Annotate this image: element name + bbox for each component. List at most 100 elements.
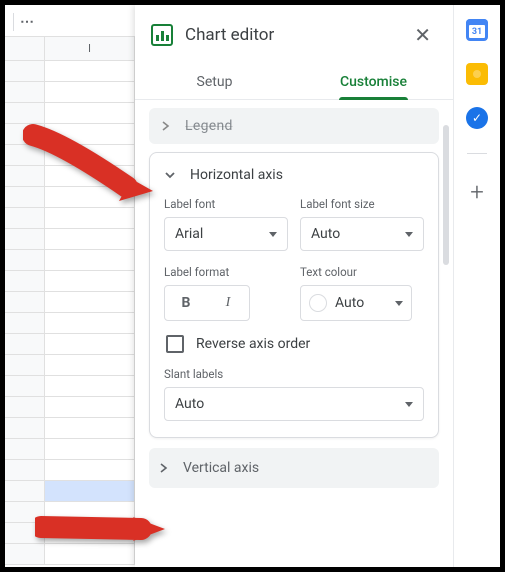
cell[interactable] [45, 61, 135, 81]
reverse-axis-row[interactable]: Reverse axis order [166, 335, 424, 353]
toolbar-fragment: ⋯ [5, 5, 135, 37]
cell[interactable] [45, 271, 135, 291]
grid-row[interactable] [5, 271, 135, 292]
label-font-label: Label font [164, 197, 288, 211]
grid-row[interactable] [5, 439, 135, 460]
tab-customise[interactable]: Customise [294, 63, 453, 99]
row-header[interactable] [5, 439, 45, 459]
grid-row[interactable] [5, 355, 135, 376]
grid-row[interactable] [5, 82, 135, 103]
chevron-right-icon [161, 121, 171, 131]
chevron-right-icon [159, 463, 169, 473]
caret-icon [269, 232, 277, 237]
grid-row[interactable] [5, 103, 135, 124]
calendar-icon[interactable]: 31 [466, 19, 488, 41]
row-header[interactable] [5, 313, 45, 333]
grid-row[interactable] [5, 292, 135, 313]
side-panel-rail: 31 + [453, 5, 500, 567]
panel-body: Legend Horizontal axis Label font Arial [135, 100, 453, 567]
horizontal-axis-title: Horizontal axis [190, 167, 283, 183]
row-header[interactable] [5, 61, 45, 81]
annotation-arrow-top [23, 123, 153, 203]
bold-button[interactable]: B [165, 286, 207, 320]
reverse-axis-checkbox[interactable] [166, 335, 184, 353]
annotation-arrow-bottom [35, 497, 165, 557]
row-header[interactable] [5, 460, 45, 480]
row-header[interactable] [5, 418, 45, 438]
column-header[interactable]: I [45, 37, 135, 60]
grid-row[interactable] [5, 418, 135, 439]
cell[interactable] [45, 460, 135, 480]
text-colour-select[interactable]: Auto [300, 285, 412, 321]
cell[interactable] [45, 313, 135, 333]
cell[interactable] [45, 397, 135, 417]
cell[interactable] [45, 292, 135, 312]
tasks-icon[interactable] [466, 107, 488, 129]
italic-button[interactable]: I [207, 286, 249, 320]
cell[interactable] [45, 418, 135, 438]
cell[interactable] [45, 229, 135, 249]
caret-icon [405, 402, 413, 407]
cell[interactable] [45, 103, 135, 123]
keep-icon[interactable] [466, 63, 488, 85]
grid-row[interactable] [5, 397, 135, 418]
label-font-size-field: Label font size Auto [300, 197, 424, 251]
label-font-value: Arial [175, 226, 203, 242]
column-header-row: I [5, 37, 135, 61]
row-header[interactable] [5, 208, 45, 228]
row-header[interactable] [5, 82, 45, 102]
label-font-size-select[interactable]: Auto [300, 217, 424, 251]
vertical-axis-label: Vertical axis [183, 460, 259, 476]
text-colour-field: Text colour Auto [300, 265, 424, 321]
grid-row[interactable] [5, 334, 135, 355]
slant-labels-select[interactable]: Auto [164, 387, 424, 421]
row-header[interactable] [5, 229, 45, 249]
scrollbar-thumb[interactable] [443, 125, 449, 265]
cell[interactable] [45, 250, 135, 270]
toolbar-separator [13, 13, 14, 31]
close-button[interactable]: ✕ [408, 19, 437, 51]
grid-row[interactable] [5, 460, 135, 481]
label-font-size-value: Auto [311, 226, 340, 242]
row-header[interactable] [5, 376, 45, 396]
caret-icon [395, 301, 403, 306]
label-format-field: Label format B I [164, 265, 288, 321]
cell[interactable] [45, 439, 135, 459]
grid-row[interactable] [5, 208, 135, 229]
label-font-select[interactable]: Arial [164, 217, 288, 251]
legend-label: Legend [185, 118, 233, 134]
grid-row[interactable] [5, 229, 135, 250]
horizontal-axis-header[interactable]: Horizontal axis [164, 167, 424, 183]
reverse-axis-label: Reverse axis order [196, 336, 310, 352]
horizontal-axis-card: Horizontal axis Label font Arial Label f… [149, 152, 439, 438]
row-header[interactable] [5, 355, 45, 375]
tab-setup[interactable]: Setup [135, 63, 294, 99]
add-addon-button[interactable]: + [470, 178, 484, 206]
cell[interactable] [45, 355, 135, 375]
row-header[interactable] [5, 271, 45, 291]
row-header[interactable] [5, 397, 45, 417]
row-header[interactable] [5, 334, 45, 354]
cell[interactable] [45, 334, 135, 354]
grid-row[interactable] [5, 376, 135, 397]
label-format-group: B I [164, 285, 250, 321]
label-font-field: Label font Arial [164, 197, 288, 251]
cell[interactable] [45, 376, 135, 396]
grid-row[interactable] [5, 313, 135, 334]
tabs: Setup Customise [135, 63, 453, 100]
vertical-axis-section-collapsed[interactable]: Vertical axis [149, 448, 439, 488]
row-header[interactable] [5, 103, 45, 123]
cell[interactable] [45, 208, 135, 228]
chart-editor-panel: Chart editor ✕ Setup Customise Legend Ho… [135, 5, 453, 567]
row-header[interactable] [5, 250, 45, 270]
more-icon[interactable]: ⋯ [20, 14, 36, 30]
row-header[interactable] [5, 292, 45, 312]
colour-swatch-icon [309, 294, 327, 312]
label-format-label: Label format [164, 265, 288, 279]
text-colour-value: Auto [335, 295, 387, 311]
legend-section-collapsed[interactable]: Legend [149, 108, 439, 144]
cell[interactable] [45, 82, 135, 102]
panel-header: Chart editor ✕ [135, 5, 453, 63]
grid-row[interactable] [5, 61, 135, 82]
grid-row[interactable] [5, 250, 135, 271]
